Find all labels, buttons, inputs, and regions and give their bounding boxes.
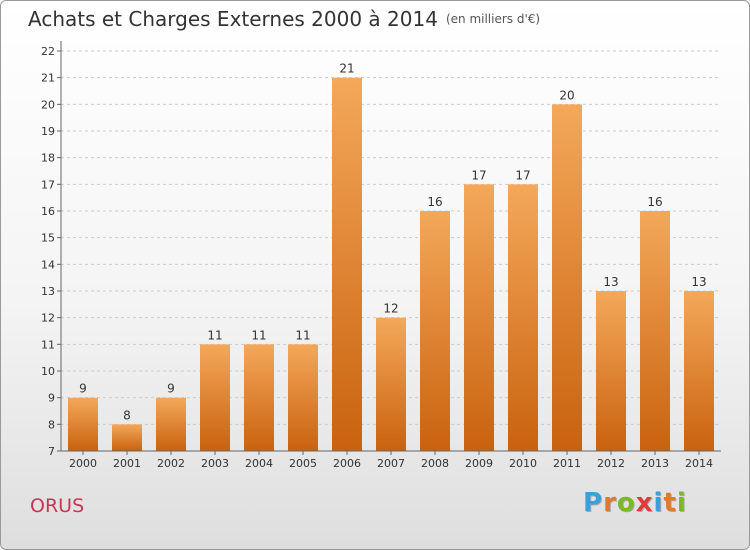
x-tick-label: 2005 — [289, 457, 317, 470]
y-tick-label: 22 — [41, 45, 55, 58]
logo-letter: r — [603, 488, 617, 518]
x-tick-label: 2012 — [597, 457, 625, 470]
logo-letter: i — [653, 488, 664, 518]
bar-2004 — [244, 344, 274, 451]
bar-2011 — [552, 104, 582, 451]
x-tick-label: 2014 — [685, 457, 713, 470]
x-tick-label: 2004 — [245, 457, 273, 470]
x-tick-label: 2006 — [333, 457, 361, 470]
y-tick-label: 16 — [41, 205, 55, 218]
y-tick-label: 20 — [41, 98, 55, 111]
y-tick-label: 14 — [41, 258, 55, 271]
bar-2012 — [596, 291, 626, 451]
x-tick-label: 2007 — [377, 457, 405, 470]
data-label: 16 — [647, 195, 662, 209]
y-tick-label: 18 — [41, 152, 55, 165]
bar-2001 — [112, 424, 142, 451]
y-tick-label: 12 — [41, 312, 55, 325]
labels: 7 8 9 10 11 12 13 14 15 16 17 18 19 20 21 22 9 2000 8 2001 9… — [41, 45, 713, 470]
data-label: 20 — [559, 88, 574, 102]
x-tick-label: 2002 — [157, 457, 185, 470]
axes — [57, 41, 721, 455]
bar-2010 — [508, 184, 538, 452]
y-tick-label: 19 — [41, 125, 55, 138]
chart-title: Achats et Charges Externes 2000 à 2014 (e… — [28, 7, 540, 31]
y-tick-label: 7 — [48, 445, 55, 458]
bar-2014 — [684, 291, 714, 451]
y-tick-label: 8 — [48, 418, 55, 431]
bar-2002 — [156, 397, 186, 451]
data-label: 8 — [123, 408, 131, 422]
y-tick-label: 21 — [41, 72, 55, 85]
x-tick-label: 2000 — [69, 457, 97, 470]
data-label: 11 — [295, 328, 310, 342]
bar-2005 — [288, 344, 318, 451]
x-tick-label: 2010 — [509, 457, 537, 470]
y-tick-label: 13 — [41, 285, 55, 298]
chart-unit: (en milliers d'€) — [445, 12, 541, 26]
commune-name: ORUS — [30, 495, 85, 517]
logo-letter: i — [676, 488, 687, 518]
bar-2013 — [640, 211, 670, 451]
logo-letter: x — [635, 488, 654, 518]
logo-letter: o — [616, 488, 636, 518]
logo-letter: P — [583, 488, 604, 518]
x-tick-label: 2011 — [553, 457, 581, 470]
y-tick-label: 17 — [41, 178, 55, 191]
data-label: 17 — [471, 168, 486, 182]
bars — [68, 77, 714, 452]
bar-2007 — [376, 317, 406, 451]
bar-2000 — [68, 397, 98, 451]
x-tick-label: 2003 — [201, 457, 229, 470]
data-label: 17 — [515, 168, 530, 182]
x-tick-label: 2008 — [421, 457, 449, 470]
bar-2006 — [332, 77, 362, 452]
chart-title-text: Achats et Charges Externes 2000 à 2014 — [28, 7, 438, 31]
y-tick-label: 11 — [41, 338, 55, 351]
y-tick-label: 15 — [41, 232, 55, 245]
x-tick-label: 2013 — [641, 457, 669, 470]
data-label: 9 — [167, 382, 175, 396]
data-label: 12 — [383, 302, 398, 316]
data-label: 16 — [427, 195, 442, 209]
proxiti-logo: Proxiti — [583, 488, 687, 518]
x-tick-label: 2001 — [113, 457, 141, 470]
data-label: 21 — [339, 62, 354, 76]
data-label: 13 — [691, 275, 706, 289]
logo-letter: t — [663, 488, 677, 518]
y-tick-label: 10 — [41, 365, 55, 378]
y-tick-label: 9 — [48, 392, 55, 405]
x-tick-label: 2009 — [465, 457, 493, 470]
bar-2003 — [200, 344, 230, 451]
data-label: 13 — [603, 275, 618, 289]
data-label: 9 — [79, 382, 87, 396]
bar-2008 — [420, 211, 450, 451]
data-label: 11 — [251, 328, 266, 342]
bar-2009 — [464, 184, 494, 452]
data-label: 11 — [207, 328, 222, 342]
